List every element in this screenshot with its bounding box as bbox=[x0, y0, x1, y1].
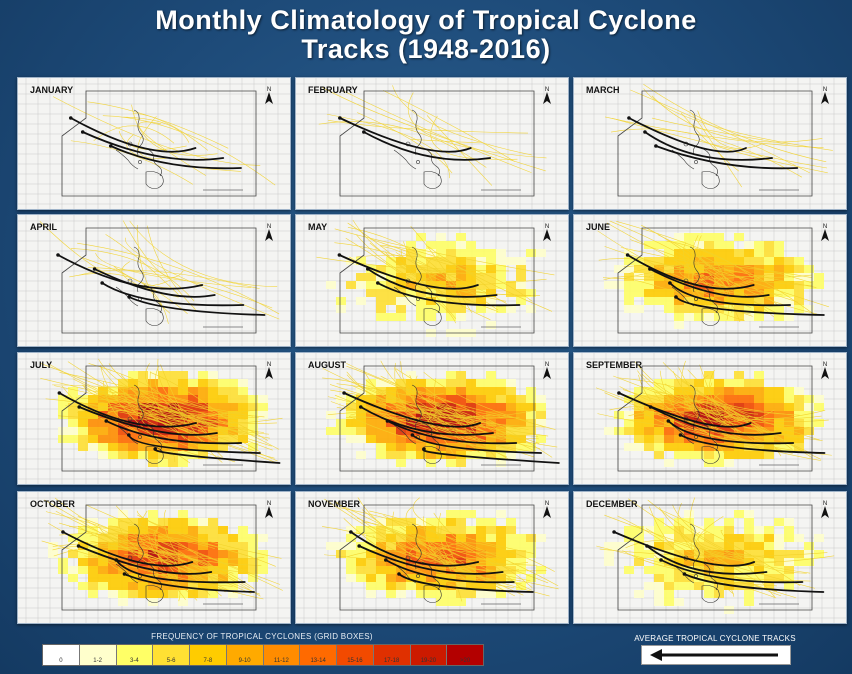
legend-class-1: 1-2 bbox=[79, 645, 117, 665]
month-label-november: NOVEMBER bbox=[308, 499, 361, 509]
tropical-cyclone-map-september bbox=[574, 353, 846, 484]
north-arrow-icon: N bbox=[265, 87, 273, 104]
month-label-may: MAY bbox=[308, 222, 328, 232]
map-panel-january: JANUARY N bbox=[17, 77, 291, 210]
north-arrow-icon: N bbox=[543, 362, 551, 379]
legend-class-8: 15-16 bbox=[337, 645, 374, 665]
tropical-cyclone-map-april bbox=[18, 215, 290, 346]
month-label-october: OCTOBER bbox=[30, 499, 75, 509]
legend-class-2: 3-4 bbox=[116, 645, 154, 665]
tracks-legend-label: AVERAGE TROPICAL CYCLONE TRACKS bbox=[634, 634, 796, 643]
map-panel-august: AUGUST N bbox=[295, 352, 569, 485]
legend-class-5: 9-10 bbox=[226, 645, 264, 665]
legend-class-label: 9-10 bbox=[238, 658, 251, 664]
svg-text:N: N bbox=[823, 224, 827, 230]
legend-class-4: 7-8 bbox=[190, 645, 227, 665]
month-label-june: JUNE bbox=[586, 222, 611, 232]
legend-class-label: 1-2 bbox=[93, 658, 102, 664]
svg-text:N: N bbox=[267, 362, 271, 368]
map-panel-july: JULY N bbox=[17, 352, 291, 485]
north-arrow-icon: N bbox=[821, 87, 829, 104]
legend-class-label: 3-4 bbox=[130, 658, 139, 664]
legend-class-11: >20 bbox=[447, 645, 483, 665]
map-panel-april: APRIL N bbox=[17, 214, 291, 347]
svg-text:N: N bbox=[545, 87, 549, 93]
north-arrow-icon: N bbox=[265, 224, 273, 241]
month-label-december: DECEMBER bbox=[586, 499, 638, 509]
legend-class-label: 0 bbox=[59, 658, 63, 664]
legend-class-label: 11-12 bbox=[273, 658, 289, 664]
svg-text:N: N bbox=[267, 501, 271, 507]
tropical-cyclone-map-december bbox=[574, 492, 846, 623]
svg-text:N: N bbox=[545, 501, 549, 507]
svg-text:N: N bbox=[545, 224, 549, 230]
tracks-legend-box bbox=[641, 645, 791, 665]
map-panel-february: FEBRUARY N bbox=[295, 77, 569, 210]
legend-class-label: 15-16 bbox=[347, 658, 363, 664]
north-arrow-icon: N bbox=[543, 224, 551, 241]
frequency-legend-title: FREQUENCY OF TROPICAL CYCLONES (GRID BOX… bbox=[151, 632, 373, 641]
month-label-february: FEBRUARY bbox=[308, 85, 358, 95]
north-arrow-icon: N bbox=[543, 501, 551, 518]
map-panel-may: MAY N bbox=[295, 214, 569, 347]
legend-class-6: 11-12 bbox=[263, 645, 301, 665]
month-label-september: SEPTEMBER bbox=[586, 360, 643, 370]
tropical-cyclone-map-august bbox=[296, 353, 568, 484]
legend-class-0: 0 bbox=[43, 645, 80, 665]
svg-text:N: N bbox=[823, 501, 827, 507]
map-panel-september: SEPTEMBER N bbox=[573, 352, 847, 485]
legend-class-label: 17-18 bbox=[383, 658, 400, 664]
north-arrow-icon: N bbox=[821, 224, 829, 241]
svg-text:N: N bbox=[823, 362, 827, 368]
north-arrow-icon: N bbox=[821, 362, 829, 379]
legend-class-label: >20 bbox=[460, 658, 471, 664]
tropical-cyclone-map-june bbox=[574, 215, 846, 346]
month-label-april: APRIL bbox=[30, 222, 57, 232]
map-panel-december: DECEMBER N bbox=[573, 491, 847, 624]
svg-text:N: N bbox=[267, 224, 271, 230]
map-panel-november: NOVEMBER N bbox=[295, 491, 569, 624]
month-label-august: AUGUST bbox=[308, 360, 346, 370]
north-arrow-icon: N bbox=[821, 501, 829, 518]
svg-text:N: N bbox=[545, 362, 549, 368]
map-title-line2: Tracks (1948-2016) bbox=[301, 34, 551, 64]
svg-text:N: N bbox=[267, 87, 271, 93]
legend-class-label: 5-6 bbox=[166, 658, 176, 664]
legend-class-7: 13-14 bbox=[300, 645, 337, 665]
map-title: Monthly Climatology of Tropical Cyclone … bbox=[0, 6, 852, 64]
map-panel-march: MARCH N bbox=[573, 77, 847, 210]
north-arrow-icon: N bbox=[265, 362, 273, 379]
month-label-march: MARCH bbox=[586, 85, 620, 95]
tropical-cyclone-map-may bbox=[296, 215, 568, 346]
legend-class-3: 5-6 bbox=[153, 645, 190, 665]
legend-class-label: 19-20 bbox=[420, 658, 437, 664]
north-arrow-icon: N bbox=[265, 501, 273, 518]
tropical-cyclone-map-february bbox=[296, 78, 568, 209]
north-arrow-icon: N bbox=[543, 87, 551, 104]
map-panel-october: OCTOBER N bbox=[17, 491, 291, 624]
legend-class-9: 17-18 bbox=[373, 645, 411, 665]
tropical-cyclone-map-november bbox=[296, 492, 568, 623]
map-title-line1: Monthly Climatology of Tropical Cyclone bbox=[155, 5, 697, 35]
svg-text:N: N bbox=[823, 87, 827, 93]
tropical-cyclone-map-july bbox=[18, 353, 290, 484]
tropical-cyclone-map-january bbox=[18, 78, 290, 209]
month-label-january: JANUARY bbox=[30, 85, 74, 95]
legend-class-label: 13-14 bbox=[310, 658, 326, 664]
tracks-legend-arrow-icon bbox=[650, 649, 778, 661]
legend-class-label: 7-8 bbox=[203, 658, 213, 664]
month-label-july: JULY bbox=[30, 360, 53, 370]
map-panel-june: JUNE N bbox=[573, 214, 847, 347]
frequency-legend-colorbar: 0 1-2 3-4 5-6 7-8 9-10 11-12 13-14 15-16 17-18 19-… bbox=[42, 644, 484, 666]
tropical-cyclone-map-october bbox=[18, 492, 290, 623]
legend-class-10: 19-20 bbox=[410, 645, 448, 665]
tropical-cyclone-map-march bbox=[574, 78, 846, 209]
